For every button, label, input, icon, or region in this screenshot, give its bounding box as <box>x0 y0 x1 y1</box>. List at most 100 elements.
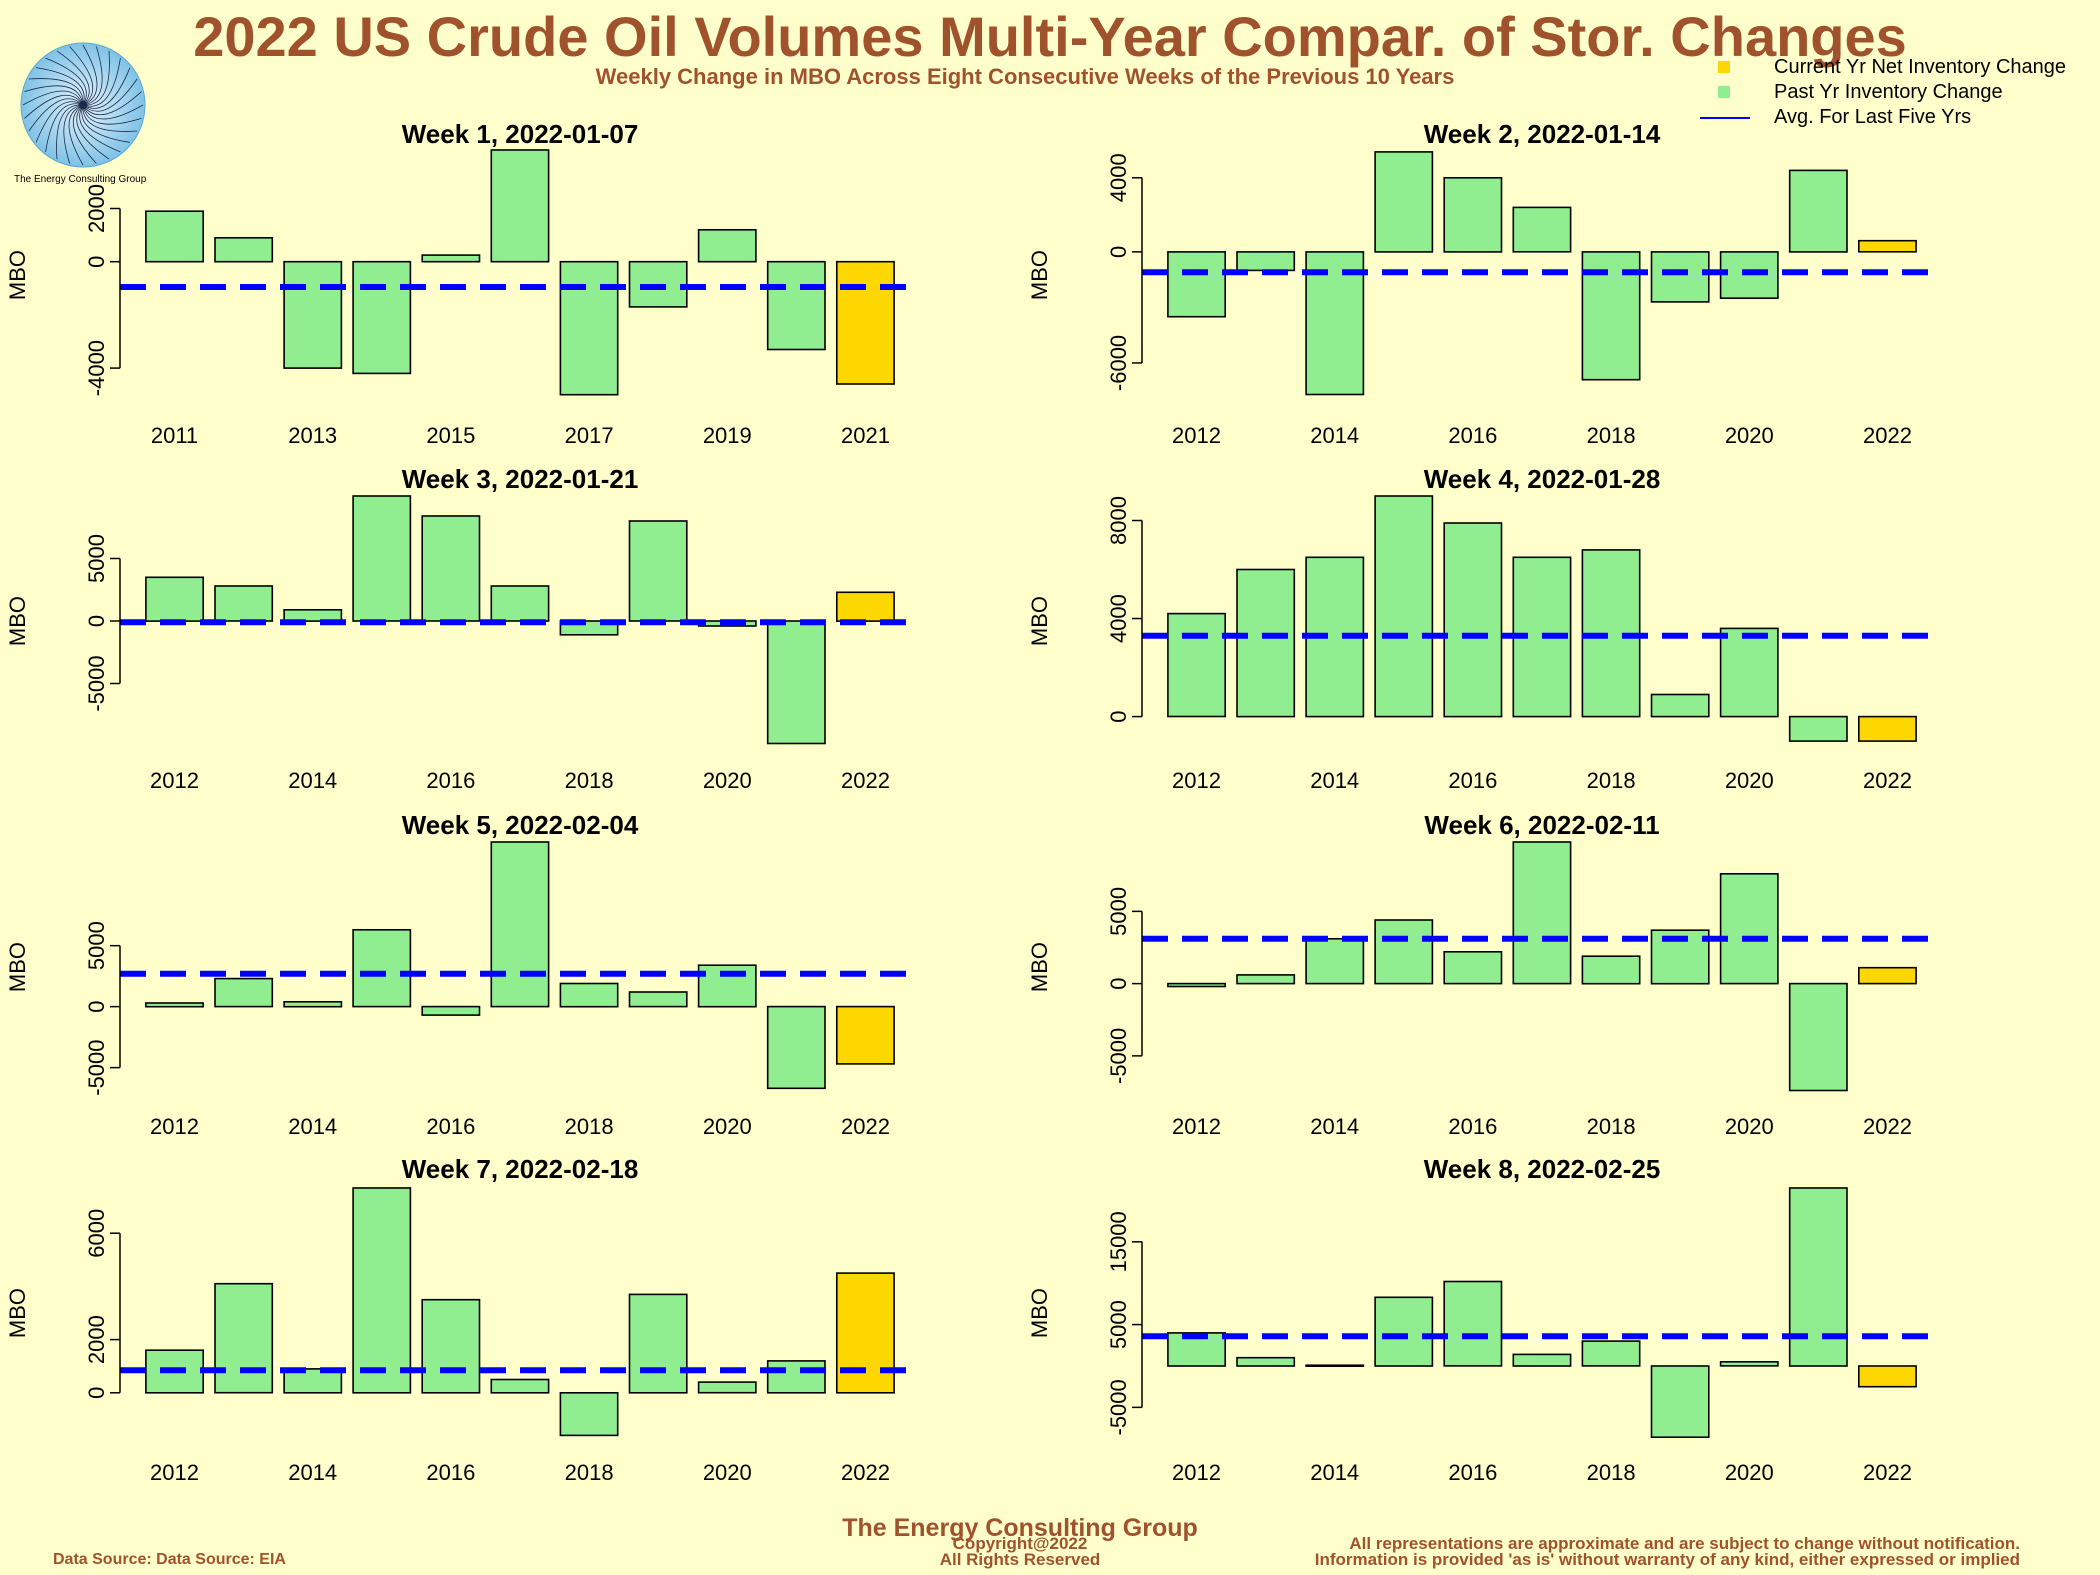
y-tick-label: -5000 <box>1106 1028 1131 1084</box>
bar-past <box>1374 495 1434 718</box>
footer-disclaimer-line2: Information is provided 'as is' without … <box>1314 1550 2020 1569</box>
bar-past <box>1236 568 1296 718</box>
bar-past <box>421 1298 481 1394</box>
bar-past <box>1374 919 1434 985</box>
bar-past <box>1512 1353 1572 1367</box>
logo-text: The Energy Consulting Group <box>14 174 147 185</box>
legend-swatch-past <box>1718 86 1730 98</box>
logo-swirl-line <box>82 46 103 106</box>
logo-swirl-line <box>76 104 110 160</box>
bar-past <box>1374 151 1434 253</box>
y-tick-label: -4000 <box>84 340 109 396</box>
bar-past <box>421 254 481 263</box>
logo-swirl-line <box>82 50 110 106</box>
logo-swirl-line <box>35 101 84 143</box>
bar-past <box>1788 169 1848 253</box>
logo-swirl-line <box>28 78 84 106</box>
bar-past <box>697 229 757 263</box>
bar-past <box>559 260 619 396</box>
logo-icon <box>18 40 148 170</box>
bar-past <box>766 260 826 351</box>
bar-past <box>1719 627 1779 718</box>
chart-title: Week 8, 2022-02-25 <box>1424 1154 1661 1184</box>
x-tick-label: 2014 <box>1310 1114 1359 1139</box>
x-tick-label: 2022 <box>841 1114 890 1139</box>
logo-swirl-line <box>82 44 98 106</box>
x-tick-label: 2022 <box>1863 768 1912 793</box>
x-tick-label: 2014 <box>1310 423 1359 448</box>
y-axis-label: MBO <box>5 1288 30 1338</box>
bar-past <box>766 620 826 745</box>
y-axis-label: MBO <box>5 596 30 646</box>
chart-panel: Week 8, 2022-02-25 -5000 5000 15000 MBO 2012 2… <box>1027 1154 1942 1485</box>
bar-past <box>490 841 550 1008</box>
bar-past <box>1650 693 1710 718</box>
x-tick-label: 2020 <box>1725 1460 1774 1485</box>
bar-current <box>1858 715 1917 742</box>
logo-swirl-line <box>82 58 121 107</box>
x-tick-label: 2014 <box>288 768 337 793</box>
logo-swirl-line <box>82 104 144 120</box>
legend: Current Yr Net Inventory Change Past Yr … <box>1700 56 2100 131</box>
x-tick-label: 2018 <box>1587 423 1636 448</box>
bar-current <box>835 260 895 385</box>
bar-past <box>559 1392 619 1437</box>
x-tick-label: 2012 <box>1172 1460 1221 1485</box>
bar-past <box>421 1005 481 1016</box>
bar-past <box>1374 1296 1434 1367</box>
y-tick-label: 0 <box>1106 710 1131 722</box>
logo-swirl-line <box>82 78 138 112</box>
bar-past <box>421 515 481 622</box>
bar-past <box>283 1368 343 1394</box>
bar-past <box>283 1000 343 1008</box>
y-tick-label: 4000 <box>1106 594 1131 643</box>
bar-past <box>628 991 688 1008</box>
chart-title: Week 2, 2022-01-14 <box>1424 119 1661 149</box>
bar-past <box>628 520 688 622</box>
x-tick-label: 2014 <box>1310 1460 1359 1485</box>
bar-past <box>1167 982 1227 988</box>
x-tick-label: 2012 <box>150 768 199 793</box>
logo-swirl-line <box>82 104 138 132</box>
bar-past <box>283 608 343 622</box>
logo-swirl-line <box>69 46 93 106</box>
bar-current <box>835 1272 895 1394</box>
footer-copyright: Copyright@2022 All Rights Reserved <box>0 1534 2040 1568</box>
x-tick-label: 2016 <box>1448 1114 1497 1139</box>
footer-copyright-line1: Copyright@2022 <box>952 1534 1088 1553</box>
logo-swirl-line <box>24 95 84 119</box>
bar-past <box>559 982 619 1008</box>
bar-past <box>490 149 550 263</box>
x-tick-label: 2020 <box>703 1460 752 1485</box>
chart-panel: Week 5, 2022-02-04 -5000 0 5000 MBO 2012 2014 2… <box>5 810 920 1139</box>
x-tick-label: 2016 <box>426 1460 475 1485</box>
logo-swirl-line <box>28 98 84 132</box>
bar-current <box>1858 1365 1917 1388</box>
logo-swirl-line <box>73 104 97 164</box>
y-tick-label: 0 <box>84 1387 109 1399</box>
x-tick-label: 2022 <box>841 1460 890 1485</box>
bar-past <box>1305 251 1365 396</box>
chart-title: Week 5, 2022-02-04 <box>402 810 639 840</box>
bar-past <box>145 1002 204 1008</box>
y-tick-label: 4000 <box>1106 153 1131 202</box>
bar-current <box>1858 239 1917 253</box>
logo-swirl-line <box>82 91 142 115</box>
bar-past <box>352 495 412 622</box>
bar-past <box>490 1378 550 1394</box>
y-axis-label: MBO <box>1027 942 1052 992</box>
bar-past <box>1719 1361 1779 1367</box>
chart-panel: Week 1, 2022-01-07 -4000 0 2000 MBO 2011 2013 2… <box>5 119 920 448</box>
bar-past <box>214 237 274 263</box>
chart-panel: Week 3, 2022-01-21 -5000 0 5000 MBO 2012 2014 2… <box>5 464 920 793</box>
x-tick-label: 2020 <box>1725 423 1774 448</box>
logo-swirl-line <box>56 104 84 160</box>
x-tick-label: 2022 <box>1863 423 1912 448</box>
x-tick-label: 2020 <box>703 768 752 793</box>
chart-title: Week 4, 2022-01-28 <box>1424 464 1661 494</box>
y-tick-label: 2000 <box>84 1315 109 1364</box>
chart-panel: Week 2, 2022-01-14 -6000 0 4000 MBO 2012 2014 2… <box>1027 119 1942 448</box>
x-tick-label: 2020 <box>703 1114 752 1139</box>
x-tick-label: 2019 <box>703 423 752 448</box>
y-tick-label: 5000 <box>84 534 109 583</box>
